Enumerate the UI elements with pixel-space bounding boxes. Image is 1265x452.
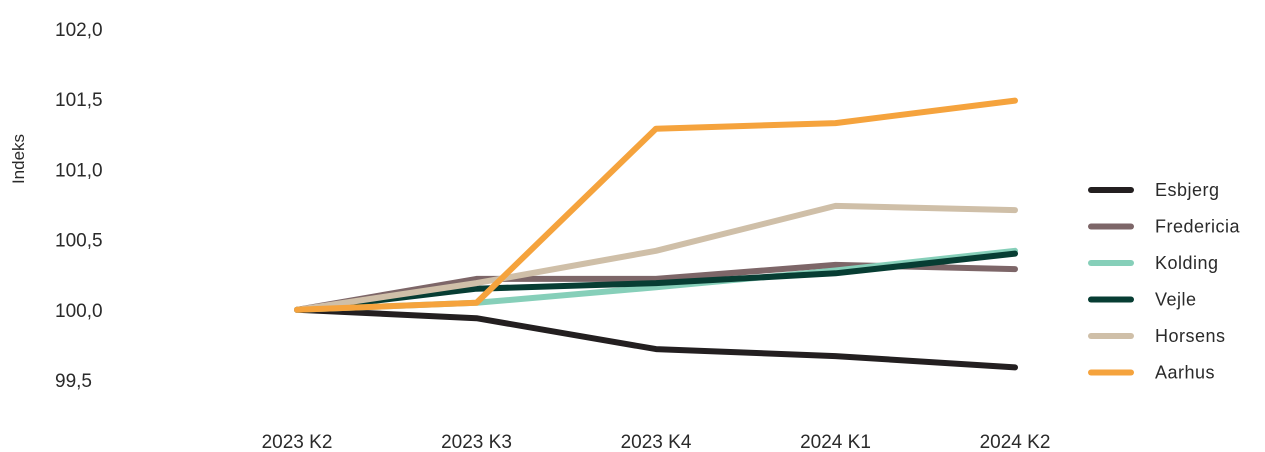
- y-tick-label: 99,5: [55, 371, 92, 392]
- x-tick-label: 2023 K3: [441, 432, 512, 452]
- legend-label-horsens: Horsens: [1155, 326, 1226, 346]
- series-lines: [294, 97, 1018, 371]
- y-axis-label: Indeks: [9, 134, 28, 184]
- y-axis-ticks: 99,5 100,0 100,5 101,0 101,5 102,0: [55, 20, 103, 392]
- x-tick-label: 2023 K2: [262, 432, 333, 452]
- legend-label-aarhus: Aarhus: [1155, 363, 1215, 383]
- x-tick-label: 2024 K1: [800, 432, 871, 452]
- y-tick-label: 100,5: [55, 231, 103, 252]
- series-line-esbjerg: [294, 306, 1018, 371]
- legend-label-fredericia: Fredericia: [1155, 217, 1241, 237]
- legend-label-vejle: Vejle: [1155, 290, 1197, 310]
- x-axis-ticks: 2023 K2 2023 K3 2023 K4 2024 K1 2024 K2: [262, 432, 1051, 452]
- series-line-vejle: [294, 250, 1018, 313]
- series-line-horsens: [294, 202, 1018, 313]
- legend-label-esbjerg: Esbjerg: [1155, 180, 1220, 200]
- y-tick-label: 100,0: [55, 301, 103, 322]
- y-tick-label: 101,5: [55, 90, 103, 111]
- x-tick-label: 2024 K2: [980, 432, 1051, 452]
- y-tick-label: 101,0: [55, 160, 103, 181]
- series-line-aarhus: [294, 97, 1018, 313]
- legend: Esbjerg Fredericia Kolding Vejle Horsens Aarh…: [1088, 180, 1241, 383]
- legend-label-kolding: Kolding: [1155, 253, 1219, 273]
- y-tick-label: 102,0: [55, 20, 103, 41]
- x-tick-label: 2023 K4: [621, 432, 692, 452]
